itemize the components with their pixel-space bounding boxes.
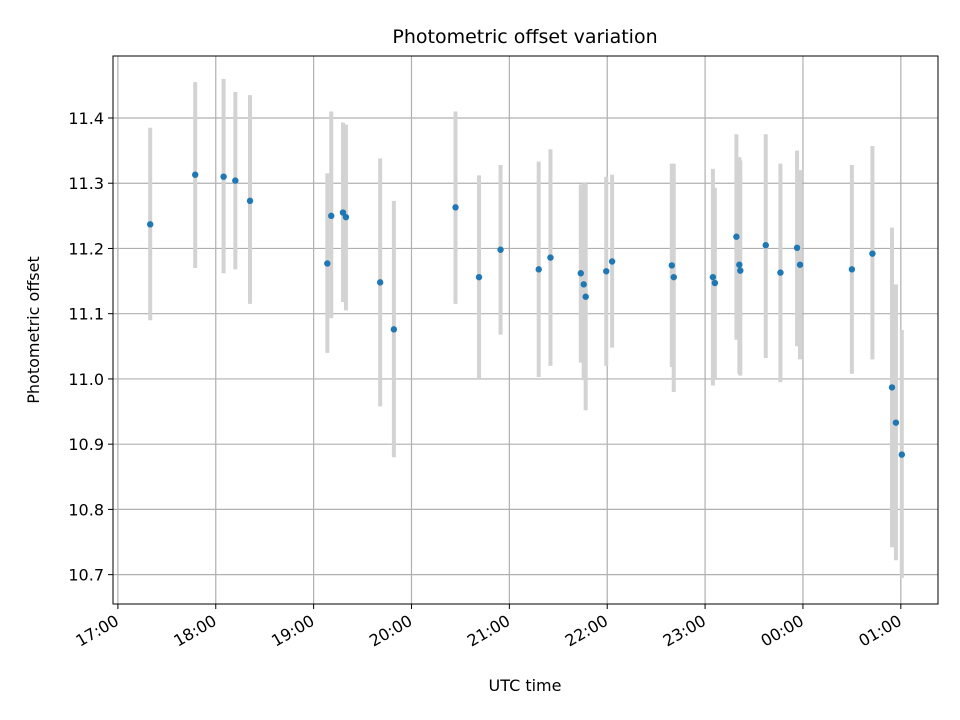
data-point [869, 250, 876, 257]
data-point [146, 221, 154, 228]
data-point [793, 244, 801, 251]
data-point [232, 177, 239, 184]
data-point [192, 171, 199, 178]
data-point [376, 279, 384, 286]
data-point [733, 233, 740, 240]
data-point [452, 204, 459, 211]
data-point [390, 326, 398, 333]
data-point [535, 266, 542, 273]
error-bars [148, 78, 904, 578]
data-point [711, 279, 719, 287]
data-point [497, 246, 504, 253]
data-point [603, 268, 610, 275]
data-point [339, 209, 347, 216]
y-tick-label: 10.7 [68, 566, 104, 585]
x-tick-label: 23:00 [660, 611, 709, 651]
data-point [608, 258, 616, 265]
y-tick-label: 11.0 [68, 370, 104, 389]
data-point [577, 270, 584, 277]
plot-frame [112, 55, 939, 605]
y-tick-label: 11.3 [68, 174, 104, 193]
y-tick-label: 10.9 [68, 435, 104, 454]
x-tick-label: 18:00 [170, 611, 219, 651]
data-point [888, 384, 896, 391]
data-point [709, 273, 717, 281]
y-tick-label: 10.8 [68, 500, 104, 519]
data-point [848, 266, 856, 273]
x-tick-label: 20:00 [366, 611, 415, 651]
data-point [220, 173, 227, 180]
y-axis-label: Photometric offset [24, 256, 43, 404]
data-point [892, 419, 900, 426]
chart-title: Photometric offset variation [392, 26, 657, 48]
data-points [146, 171, 905, 458]
data-point [737, 267, 744, 274]
data-point [475, 273, 483, 281]
y-axis: 10.7 10.8 10.9 11.0 11.1 11.2 11.3 11.4 [68, 109, 113, 585]
data-point [342, 213, 350, 221]
y-tick-label: 11.2 [68, 239, 104, 258]
x-tick-label: 19:00 [268, 611, 317, 651]
y-tick-label: 11.1 [68, 305, 104, 324]
data-point [762, 241, 769, 249]
data-point [246, 197, 254, 205]
x-tick-label: 00:00 [758, 611, 807, 651]
data-point [670, 273, 677, 281]
data-point [736, 261, 743, 268]
data-point [777, 269, 784, 276]
x-axis: 17:00 18:00 19:00 20:00 21:00 22:00 23:00 00:00… [72, 604, 905, 651]
data-point [547, 254, 554, 261]
x-tick-label: 17:00 [72, 611, 121, 651]
x-tick-label: 22:00 [562, 611, 611, 651]
x-axis-label: UTC time [489, 676, 562, 695]
data-point [328, 212, 335, 220]
y-tick-label: 11.4 [68, 109, 104, 128]
data-point [582, 293, 589, 300]
x-tick-label: 01:00 [855, 611, 904, 651]
data-point [324, 260, 331, 267]
data-point [796, 261, 804, 268]
data-point [898, 451, 905, 458]
data-point [668, 262, 676, 269]
data-point [580, 281, 587, 288]
x-tick-label: 21:00 [464, 611, 513, 651]
